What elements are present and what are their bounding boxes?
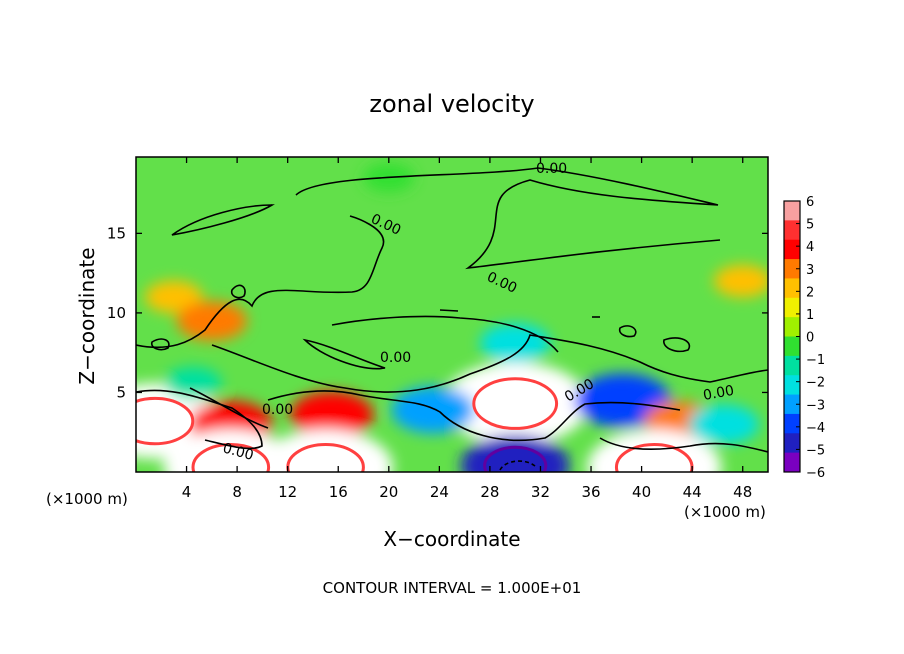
colorbar-segment: [784, 355, 800, 376]
contour-line: [663, 337, 691, 353]
field-region: [391, 386, 475, 434]
x-tick-label: 24: [430, 483, 449, 501]
y-tick-label: 10: [107, 304, 126, 322]
x-axis-label: X−coordinate: [383, 527, 520, 551]
contour-label: 0.00: [262, 402, 293, 418]
contour-line: [150, 338, 170, 351]
colorbar-tick-label: −2: [806, 376, 825, 391]
contour-label: 0.00: [380, 350, 411, 366]
contour-line: [618, 325, 637, 338]
contour-interval-footer: CONTOUR INTERVAL = 1.000E+01: [323, 579, 582, 597]
contour-line: [189, 387, 269, 429]
field-core: [472, 377, 559, 430]
field-region: [145, 280, 203, 314]
field-region: [688, 404, 759, 445]
colorbar: 6 5 4 3 2 1 0 −1 −2 −3 −4 −5 −6: [783, 195, 825, 481]
x-tick-label: 36: [581, 483, 600, 501]
colorbar-segment: [784, 220, 800, 241]
contour-line: [211, 334, 768, 393]
colorbar-tick-label: 4: [806, 240, 814, 255]
field-region: [480, 323, 551, 363]
field-core: [191, 443, 271, 472]
contour-label: 0.00: [702, 383, 735, 404]
zero-contours: [136, 167, 768, 471]
colorbar-tick-label: −3: [806, 398, 825, 413]
x-tick-label: 20: [379, 483, 398, 501]
contour-line: [499, 460, 536, 471]
colorbar-segment: [784, 394, 800, 415]
y-tick-label: 15: [107, 224, 126, 242]
x-tick-label: 48: [733, 483, 752, 501]
y-axis-label: Z−coordinate: [75, 247, 99, 384]
x-tick-label: 8: [232, 483, 242, 501]
colorbar-segment: [784, 317, 800, 337]
field-region: [164, 366, 222, 400]
contour-line: [295, 167, 721, 270]
colorbar-segment: [784, 433, 800, 454]
x-axis: 4 8 12 16 20 24 28 32 36 40 44 48: [182, 157, 752, 501]
colorbar-tick-label: 3: [806, 263, 814, 278]
colorbar-tick-label: 1: [806, 308, 814, 323]
contour-label: 0.00: [536, 161, 567, 177]
colorbar-segment: [784, 336, 800, 357]
colorbar-tick-label: −6: [806, 466, 825, 481]
x-axis-unit-right: (×1000 m): [684, 503, 766, 521]
colorbar-segment: [784, 375, 800, 396]
colorbar-tick-label: −1: [806, 353, 825, 368]
y-tick-label: 5: [116, 383, 126, 401]
colorbar-tick-label: 0: [806, 331, 814, 346]
x-tick-label: 44: [683, 483, 702, 501]
x-tick-label: 40: [632, 483, 651, 501]
colorbar-tick-label: 5: [806, 218, 814, 233]
field-core: [483, 445, 548, 472]
x-tick-label: 4: [182, 483, 192, 501]
contour-line: [331, 315, 559, 353]
contour-line: [599, 437, 768, 453]
colorbar-segment: [784, 297, 800, 318]
colorbar-segment: [784, 413, 800, 434]
colorbar-tick-label: −5: [806, 443, 825, 458]
field-core: [286, 443, 365, 472]
contour-line: [136, 215, 385, 349]
plot-frame: [135, 156, 769, 473]
contour-line: [230, 284, 246, 299]
contour-label: 0.00: [221, 440, 255, 464]
velocity-field: [136, 163, 768, 472]
colorbar-segment: [784, 278, 800, 299]
colorbar-tick-label: 2: [806, 285, 814, 300]
colorbar-segment: [784, 259, 800, 279]
field-region: [574, 373, 671, 428]
contour-line: [267, 390, 681, 442]
field-region: [290, 391, 374, 439]
x-tick-label: 28: [480, 483, 499, 501]
field-core: [614, 443, 694, 472]
contour-line: [171, 204, 275, 236]
y-axis: 5 10 15: [107, 224, 768, 401]
x-tick-label: 32: [531, 483, 550, 501]
field-core: [136, 396, 195, 446]
x-tick-label: 16: [329, 483, 348, 501]
field-region: [713, 264, 768, 298]
colorbar-tick-label: 6: [806, 195, 814, 210]
colorbar-segment: [784, 201, 800, 221]
contour-line: [439, 309, 459, 312]
colorbar-segment: [784, 239, 800, 260]
colorbar-tick-label: −4: [806, 421, 825, 436]
x-axis-unit-left: (×1000 m): [46, 490, 128, 508]
contour-line: [302, 338, 386, 370]
colorbar-segment: [784, 452, 800, 473]
chart-title: zonal velocity: [369, 90, 534, 118]
x-tick-label: 12: [278, 483, 297, 501]
